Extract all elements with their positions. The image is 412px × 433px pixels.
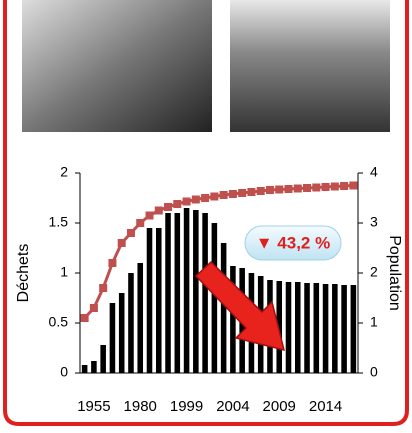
x-tick-label: 2009 [263, 398, 296, 415]
y-tick-label: 1 [60, 264, 68, 280]
bar [276, 281, 283, 373]
bar [193, 210, 199, 373]
x-tick-label: 1999 [170, 398, 203, 415]
bar [155, 228, 162, 373]
bar [118, 293, 125, 373]
marker [89, 304, 98, 312]
y2-tick-label: 1 [370, 314, 378, 330]
y-tick-label: 1.5 [49, 214, 69, 230]
bar [341, 285, 347, 373]
bar [220, 243, 227, 373]
y2-tick-label: 4 [370, 164, 378, 180]
bar [322, 284, 329, 373]
marker [275, 185, 284, 194]
bar [100, 345, 106, 373]
marker [117, 239, 126, 247]
bar [174, 213, 181, 373]
bar [230, 266, 236, 373]
x-tick-label: 2004 [216, 398, 249, 415]
annotation-bubble [244, 225, 342, 261]
bar [285, 282, 292, 373]
bar [183, 208, 190, 373]
marker [191, 195, 200, 204]
y2-tick-label: 0 [370, 364, 378, 380]
y2-tick-label: 3 [370, 214, 378, 230]
marker [238, 189, 247, 197]
bar [165, 213, 171, 373]
y-tick-label: 2 [60, 164, 68, 180]
photo [230, 0, 390, 132]
marker [284, 185, 293, 193]
marker [80, 314, 89, 322]
marker [219, 191, 228, 199]
bar [146, 228, 153, 373]
bar [304, 283, 310, 373]
marker [321, 183, 330, 191]
bar [332, 284, 338, 373]
marker [182, 197, 191, 206]
marker [173, 200, 182, 208]
marker [303, 184, 312, 192]
marker [99, 284, 108, 292]
marker [164, 203, 173, 211]
x-tick-label: 2014 [309, 398, 342, 415]
marker [256, 187, 265, 195]
bar [294, 282, 301, 373]
bar [91, 361, 97, 373]
marker [247, 188, 256, 196]
bar [128, 273, 134, 373]
marker [210, 192, 219, 201]
marker [126, 229, 135, 237]
arrow [194, 260, 286, 352]
marker [154, 206, 163, 215]
bar [211, 223, 218, 373]
marker [312, 183, 321, 192]
y-tick-label: 0.5 [49, 314, 69, 330]
y2-axis-label: Population [386, 235, 403, 311]
bar [109, 303, 116, 373]
x-tick-label: 1980 [124, 398, 157, 415]
marker [265, 186, 274, 194]
bar [350, 285, 357, 373]
bar [137, 263, 144, 373]
card-border [3, 0, 409, 426]
photo [22, 0, 212, 132]
x-tick-label: 1955 [77, 398, 110, 415]
marker [349, 181, 358, 190]
marker [340, 182, 349, 190]
annotation: ▼ 43,2 % [256, 233, 330, 252]
marker [201, 194, 210, 202]
marker [330, 182, 339, 191]
y-tick-label: 0 [60, 364, 68, 380]
bar [81, 365, 88, 373]
marker [293, 184, 302, 193]
marker [228, 190, 237, 198]
marker [136, 219, 145, 227]
marker [108, 259, 117, 267]
bar [202, 213, 208, 373]
y2-tick-label: 2 [370, 264, 378, 280]
marker [145, 211, 154, 220]
y-axis-label: Déchets [15, 244, 32, 303]
bar [313, 283, 320, 373]
